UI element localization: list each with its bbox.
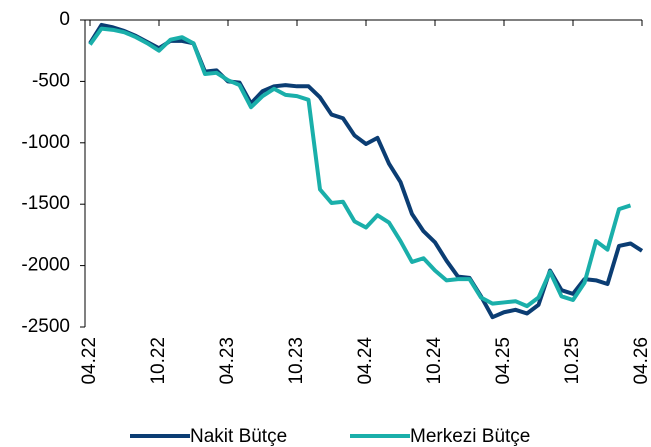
y-tick-label: -1500 — [21, 193, 70, 214]
legend-label: Merkezi Bütçe — [410, 426, 530, 447]
y-tick-label: -2500 — [21, 316, 70, 337]
x-tick-label: 04.22 — [79, 337, 100, 385]
legend-label: Nakit Bütçe — [190, 426, 287, 447]
x-tick-label: 10.25 — [562, 337, 583, 385]
x-tick-label: 10.22 — [148, 337, 169, 385]
y-tick-label: -2000 — [21, 255, 70, 276]
x-tick-label: 04.25 — [493, 337, 514, 385]
series-line — [88, 26, 632, 309]
x-tick-label: 04.24 — [355, 337, 376, 385]
x-tick-label: 10.23 — [286, 337, 307, 385]
y-tick-label: -1000 — [21, 132, 70, 153]
y-tick-label: -500 — [32, 70, 70, 91]
series-line — [88, 22, 644, 320]
x-tick-label: 04.23 — [217, 337, 238, 385]
x-tick-label: 04.26 — [631, 337, 651, 385]
x-tick-label: 10.24 — [424, 337, 445, 385]
y-tick-label: 0 — [59, 9, 70, 30]
